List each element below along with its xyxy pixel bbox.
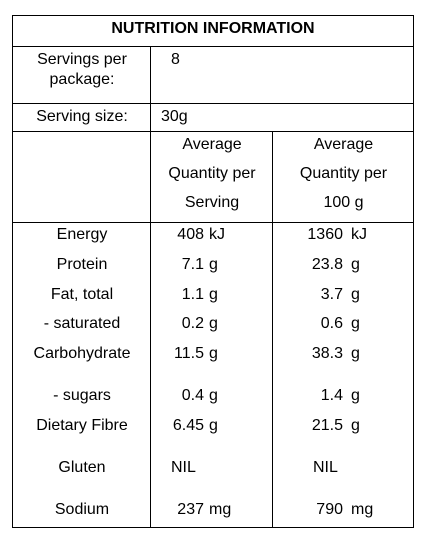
per-100g-value: 21.5	[311, 417, 343, 434]
serving-value: 237	[177, 501, 204, 518]
serving-value: 1.1	[181, 286, 204, 303]
serving-unit: kJ	[209, 226, 225, 243]
per-100g-value: 38.3	[311, 345, 343, 362]
per-100g-unit: kJ	[351, 226, 367, 243]
per-100g-unit: g	[351, 286, 360, 303]
per-100g-unit: mg	[351, 501, 374, 518]
per-100g-header-line3: 100 g	[323, 194, 364, 211]
servings-label-line2: package:	[49, 71, 115, 88]
divider-servings	[13, 103, 413, 104]
per-100g-value: 3.7	[320, 286, 343, 303]
nutrient-name: Protein	[56, 256, 108, 273]
per-100g-value: NIL	[313, 459, 338, 476]
serving-value: NIL	[171, 459, 196, 476]
serving-unit: g	[209, 417, 218, 434]
column-divider-left	[150, 46, 151, 528]
serving-value: 0.4	[181, 387, 204, 404]
per-100g-header-line2: Quantity per	[299, 165, 388, 182]
per-100g-value: 790	[316, 501, 343, 518]
per-100g-unit: g	[351, 417, 360, 434]
nutrient-name: Gluten	[58, 459, 106, 476]
divider-serving-size	[13, 131, 413, 132]
serving-unit: g	[209, 256, 218, 273]
nutrient-name: - sugars	[53, 387, 111, 404]
panel-title: NUTRITION INFORMATION	[111, 20, 315, 37]
divider-column-headers	[13, 222, 413, 223]
per-serving-header-line3: Serving	[184, 194, 240, 211]
serving-value: 0.2	[181, 315, 204, 332]
serving-size-label: Serving size:	[36, 108, 128, 125]
nutrient-name: - saturated	[43, 315, 121, 332]
per-serving-header-line1: Average	[182, 136, 242, 153]
per-100g-header-line1: Average	[313, 136, 374, 153]
serving-unit: g	[209, 387, 218, 404]
per-100g-value: 1360	[307, 226, 343, 243]
serving-value: 11.5	[174, 345, 204, 362]
per-100g-unit: g	[351, 256, 360, 273]
nutrient-name: Carbohydrate	[33, 345, 131, 362]
serving-value: 6.45	[172, 417, 204, 434]
serving-value: 7.1	[181, 256, 204, 273]
per-100g-unit: g	[351, 315, 360, 332]
nutrition-information-panel: NUTRITION INFORMATION Servings per packa…	[12, 15, 414, 528]
servings-label-line1: Servings per	[37, 51, 127, 68]
nutrient-name: Energy	[56, 226, 108, 243]
serving-size-value: 30g	[161, 108, 188, 125]
divider-title	[13, 46, 413, 47]
serving-value: 408	[177, 226, 204, 243]
nutrient-name: Fat, total	[50, 286, 114, 303]
per-100g-value: 1.4	[320, 387, 343, 404]
per-100g-unit: g	[351, 387, 360, 404]
serving-unit: g	[209, 315, 218, 332]
nutrient-name: Dietary Fibre	[36, 417, 128, 434]
serving-unit: mg	[209, 501, 232, 518]
serving-unit: g	[209, 286, 218, 303]
per-serving-header-line2: Quantity per	[168, 165, 256, 182]
per-100g-value: 23.8	[311, 256, 343, 273]
serving-unit: g	[209, 345, 218, 362]
nutrient-name: Sodium	[54, 501, 110, 518]
per-100g-value: 0.6	[320, 315, 343, 332]
per-100g-unit: g	[351, 345, 360, 362]
column-divider-right	[272, 131, 273, 528]
servings-value: 8	[171, 51, 180, 68]
